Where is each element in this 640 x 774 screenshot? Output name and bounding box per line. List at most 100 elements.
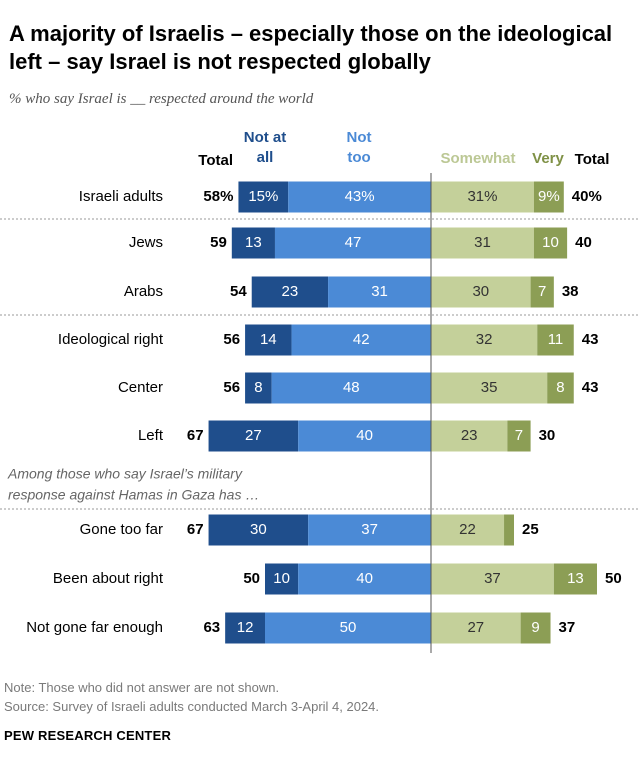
value-label-not-too: 50 bbox=[340, 619, 357, 636]
group-note: Among those who say Israel’s military bbox=[7, 466, 243, 482]
bar-not-at-all bbox=[251, 276, 329, 308]
value-label-somewhat: 22 bbox=[459, 521, 476, 538]
row-label: Jews bbox=[129, 234, 163, 251]
bar-very bbox=[553, 563, 597, 595]
value-label-not-too: 43% bbox=[345, 188, 375, 205]
total-left-value: 59 bbox=[210, 234, 227, 251]
bar-somewhat bbox=[431, 324, 538, 356]
bar-somewhat bbox=[431, 276, 531, 308]
bar-not-too bbox=[298, 563, 431, 595]
source-text: Source: Survey of Israeli adults conduct… bbox=[4, 699, 380, 714]
value-label-very: 10 bbox=[542, 234, 559, 251]
header-not-too: Not bbox=[347, 129, 372, 146]
total-right-value: 30 bbox=[539, 427, 556, 444]
total-right-value: 37 bbox=[559, 619, 576, 636]
bar-somewhat bbox=[431, 420, 508, 452]
total-left-value: 54 bbox=[230, 283, 247, 300]
brand-logo-text: PEW RESEARCH CENTER bbox=[4, 728, 172, 743]
row-label: Israeli adults bbox=[79, 188, 163, 205]
bar-not-at-all bbox=[245, 372, 272, 404]
value-label-not-too: 42 bbox=[353, 331, 370, 348]
chart-subtitle: % who say Israel is __ respected around … bbox=[9, 91, 314, 107]
bar-not-at-all bbox=[265, 563, 299, 595]
bar-not-at-all bbox=[245, 324, 292, 356]
bar-very bbox=[530, 276, 554, 308]
row-label: Been about right bbox=[53, 570, 164, 587]
value-label-somewhat: 31 bbox=[474, 234, 491, 251]
value-label-very: 11 bbox=[548, 331, 564, 348]
value-label-very: 8 bbox=[556, 379, 564, 396]
total-right-value: 43 bbox=[582, 379, 599, 396]
value-label-very: 9 bbox=[531, 619, 539, 636]
bar-not-too bbox=[328, 276, 431, 308]
bar-not-at-all bbox=[231, 227, 275, 259]
bar-very bbox=[547, 372, 574, 404]
total-right-value: 40% bbox=[572, 188, 602, 205]
value-label-not-at-all: 13 bbox=[245, 234, 262, 251]
bar-not-at-all bbox=[208, 420, 299, 452]
bar-not-too bbox=[291, 324, 431, 356]
value-label-not-at-all: 23 bbox=[282, 283, 299, 300]
value-label-somewhat: 31% bbox=[467, 188, 497, 205]
bar-somewhat bbox=[431, 181, 534, 213]
bar-not-at-all bbox=[225, 612, 265, 644]
value-label-not-at-all: 30 bbox=[250, 521, 267, 538]
value-label-very: 7 bbox=[515, 427, 523, 444]
bar-not-too bbox=[265, 612, 431, 644]
value-label-somewhat: 35 bbox=[481, 379, 498, 396]
value-label-not-at-all: 12 bbox=[237, 619, 254, 636]
bar-not-at-all bbox=[208, 514, 309, 546]
bar-very bbox=[533, 227, 568, 259]
value-label-somewhat: 23 bbox=[461, 427, 478, 444]
bar-not-too bbox=[308, 514, 431, 546]
total-right-value: 38 bbox=[562, 283, 579, 300]
value-label-somewhat: 37 bbox=[484, 570, 501, 587]
bar-very bbox=[507, 420, 531, 452]
bar-not-too bbox=[298, 420, 431, 452]
value-label-not-too: 40 bbox=[356, 427, 373, 444]
bar-very bbox=[533, 181, 564, 213]
total-right-value: 40 bbox=[575, 234, 592, 251]
value-label-not-too: 48 bbox=[343, 379, 360, 396]
row-label: Arabs bbox=[124, 283, 163, 300]
value-label-not-at-all: 10 bbox=[273, 570, 290, 587]
row-label: Left bbox=[138, 427, 164, 444]
header-not-at-all: Not at bbox=[244, 129, 287, 146]
value-label-somewhat: 27 bbox=[467, 619, 484, 636]
bar-not-too bbox=[288, 181, 431, 213]
value-label-somewhat: 32 bbox=[476, 331, 493, 348]
chart-title: A majority of Israelis – especially thos… bbox=[9, 21, 613, 74]
bar-not-too bbox=[274, 227, 431, 259]
row-label: Center bbox=[118, 379, 163, 396]
value-label-not-at-all: 14 bbox=[260, 331, 277, 348]
total-right-value: 50 bbox=[605, 570, 622, 587]
bar-somewhat bbox=[431, 514, 505, 546]
header-not-too: too bbox=[347, 149, 370, 166]
header-somewhat: Somewhat bbox=[440, 150, 515, 167]
value-label-somewhat: 30 bbox=[472, 283, 489, 300]
bar-somewhat bbox=[431, 227, 534, 259]
value-label-very: 9% bbox=[538, 188, 560, 205]
value-label-not-too: 37 bbox=[361, 521, 378, 538]
bar-not-at-all bbox=[238, 181, 289, 213]
value-label-very: 7 bbox=[538, 283, 546, 300]
header-very: Very bbox=[532, 150, 564, 167]
bar-somewhat bbox=[431, 372, 548, 404]
value-label-not-at-all: 27 bbox=[245, 427, 262, 444]
value-label-not-too: 40 bbox=[356, 570, 373, 587]
row-label: Ideological right bbox=[58, 331, 164, 348]
total-left-value: 67 bbox=[187, 427, 204, 444]
note-text: Note: Those who did not answer are not s… bbox=[4, 680, 280, 695]
bar-very bbox=[537, 324, 574, 356]
total-right-value: 25 bbox=[522, 521, 539, 538]
header-total-left: Total bbox=[198, 152, 233, 169]
value-label-not-at-all: 15% bbox=[248, 188, 278, 205]
total-left-value: 58% bbox=[203, 188, 233, 205]
row-label: Not gone far enough bbox=[26, 619, 163, 636]
bar-very bbox=[504, 514, 514, 546]
total-left-value: 50 bbox=[243, 570, 260, 587]
bar-somewhat bbox=[431, 563, 554, 595]
total-left-value: 63 bbox=[203, 619, 220, 636]
group-note: response against Hamas in Gaza has … bbox=[8, 487, 259, 503]
total-right-value: 43 bbox=[582, 331, 599, 348]
